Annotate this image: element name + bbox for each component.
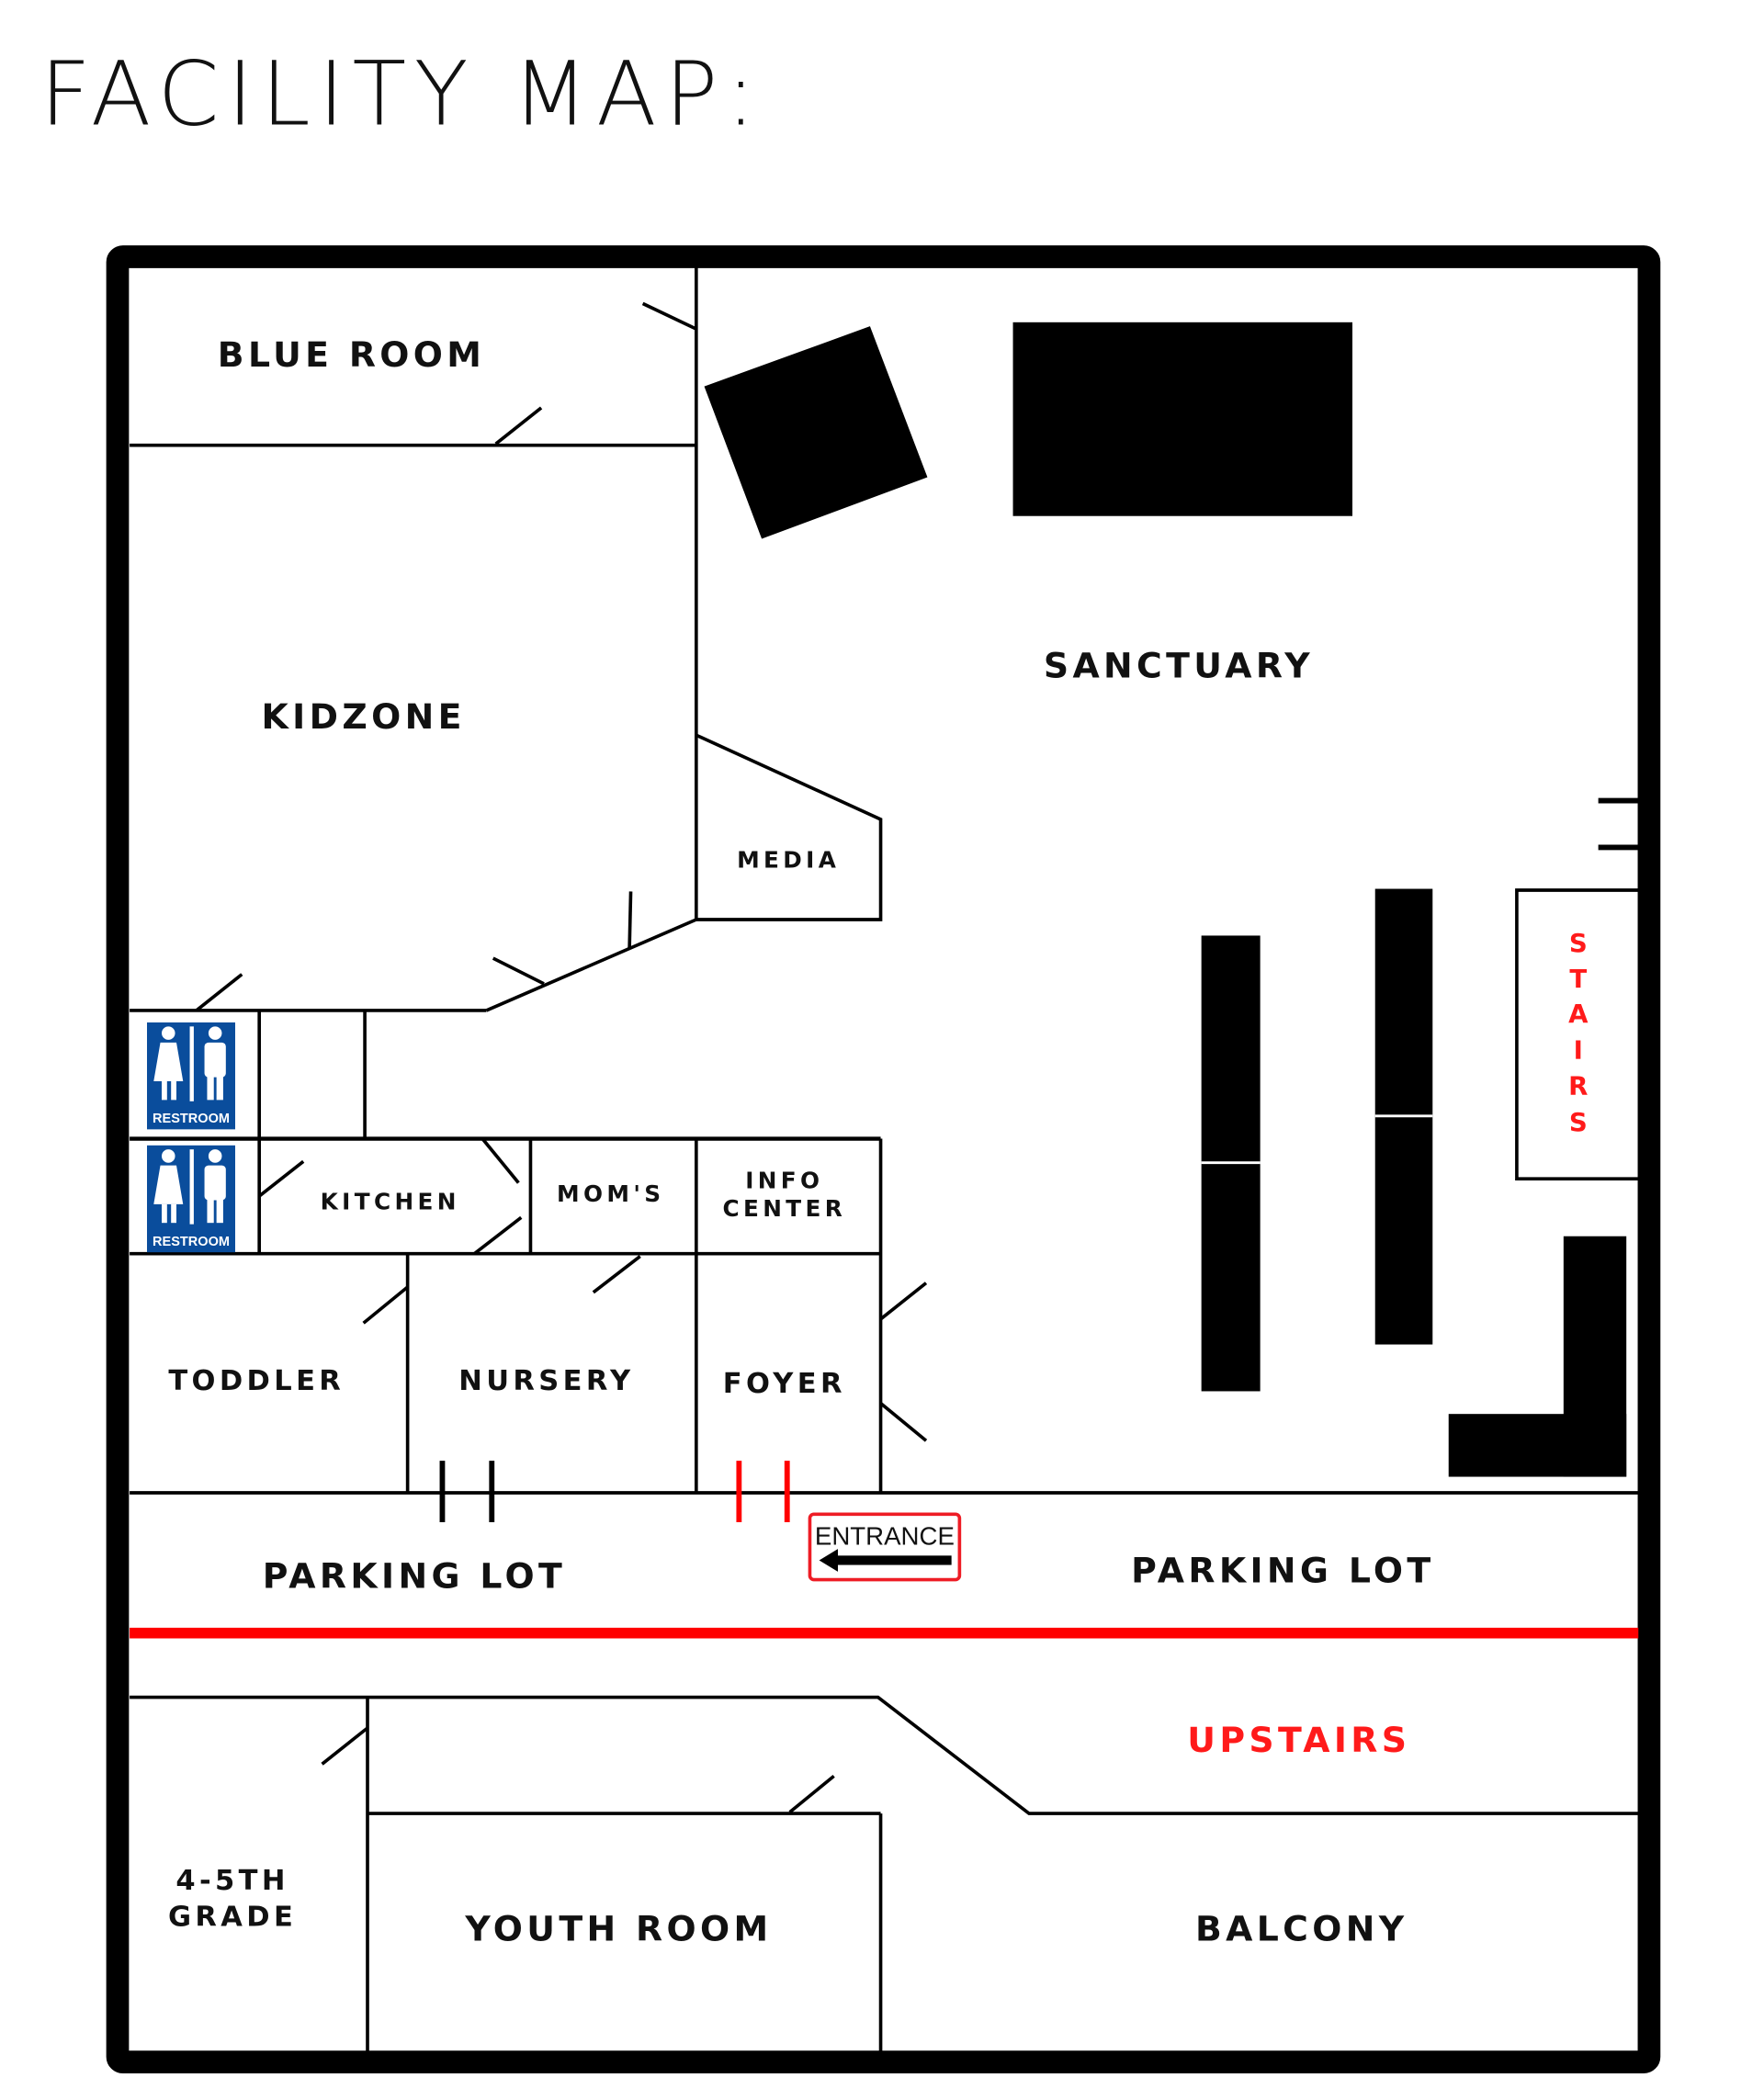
svg-text:I: I (1574, 1034, 1583, 1065)
parking-lot-left: PARKING LOT (263, 1555, 566, 1596)
furniture (704, 322, 1627, 1477)
door-markers (439, 1461, 790, 1522)
stage-platform (1012, 322, 1352, 516)
room-info-center: CENTER (722, 1195, 846, 1222)
svg-text:ENTRANCE: ENTRANCE (815, 1522, 955, 1551)
room-moms: MOM'S (557, 1180, 664, 1207)
room-4-5th-grade: 4-5TH (175, 1865, 288, 1897)
svg-text:RESTROOM: RESTROOM (153, 1235, 230, 1249)
stage-block (704, 326, 928, 539)
entrance-sign: ENTRANCE (808, 1512, 962, 1582)
room-toddler: TODDLER (168, 1365, 345, 1397)
room-youth-room: YOUTH ROOM (464, 1908, 772, 1948)
upstairs-label: UPSTAIRS (1187, 1720, 1410, 1760)
room-sanctuary: SANCTUARY (1044, 646, 1314, 686)
page-title: FACILITY MAP: (40, 43, 764, 146)
svg-text:R: R (1568, 1071, 1588, 1101)
room-blue-room: BLUE ROOM (218, 334, 485, 375)
room-media: MEDIA (737, 846, 840, 873)
room-info-center: INFO (745, 1167, 823, 1193)
outer-wall (106, 245, 1661, 2073)
room-kitchen: KITCHEN (321, 1189, 460, 1215)
room-kidzone: KIDZONE (262, 696, 466, 737)
interior-walls (130, 267, 1639, 2052)
svg-text:S: S (1569, 928, 1588, 958)
parking-lot-right: PARKING LOT (1131, 1550, 1434, 1590)
room-nursery: NURSERY (458, 1365, 634, 1397)
restroom-icon: RESTROOM (147, 1022, 235, 1130)
svg-text:T: T (1569, 964, 1587, 994)
room-balcony: BALCONY (1195, 1908, 1408, 1948)
svg-text:A: A (1568, 999, 1589, 1029)
restroom-icon: RESTROOM (147, 1145, 235, 1253)
stairs-label: S T A I R S (1568, 928, 1589, 1137)
counter (1448, 1414, 1627, 1477)
svg-text:RESTROOM: RESTROOM (153, 1112, 230, 1126)
svg-text:S: S (1569, 1107, 1588, 1137)
room-4-5th-grade: GRADE (168, 1901, 297, 1933)
room-foyer: FOYER (723, 1368, 846, 1400)
arrow-left-icon (819, 1549, 952, 1572)
